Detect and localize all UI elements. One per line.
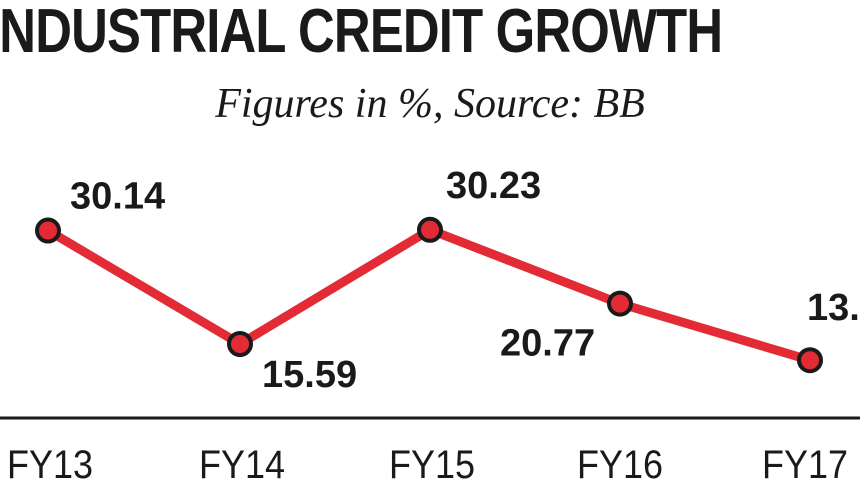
data-label-fy14: 15.59: [262, 354, 357, 396]
x-tick-label-fy15: FY15: [389, 443, 475, 484]
x-tick-label-fy17: FY17: [762, 443, 848, 484]
data-point-fy17: [797, 347, 823, 374]
series-line: [45, 225, 812, 365]
data-point-fy14: [227, 330, 253, 357]
data-point-fy16: [607, 290, 633, 317]
data-point-fy15: [417, 216, 443, 243]
data-point-fy13: [35, 217, 61, 244]
data-label-fy17: 13.51: [807, 287, 860, 329]
chart-plot-area: 30.14 15.59 30.23 20.77 13.51 FY13 FY14 FY15 FY1…: [7, 165, 860, 484]
x-tick-label-fy16: FY16: [577, 443, 663, 484]
chart-title: INDUSTRIAL CREDIT GROWTH: [0, 0, 723, 66]
x-tick-label-fy13: FY13: [7, 443, 93, 484]
data-label-fy15: 30.23: [446, 165, 541, 207]
data-label-fy13: 30.14: [70, 176, 165, 218]
data-label-fy16: 20.77: [500, 323, 595, 365]
x-tick-label-fy14: FY14: [199, 443, 285, 484]
chart-subtitle: Figures in %, Source: BB: [215, 81, 645, 127]
